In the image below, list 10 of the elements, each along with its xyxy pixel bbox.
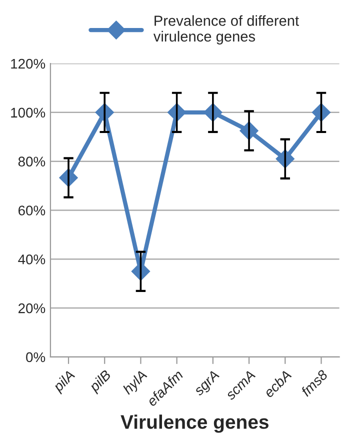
y-tick-label: 0% bbox=[26, 352, 46, 362]
legend-label: Prevalence of different virulence genes bbox=[153, 15, 299, 45]
y-tick-label: 40% bbox=[18, 254, 46, 264]
x-tick-label: pilA bbox=[52, 369, 78, 395]
y-tick-label: 20% bbox=[18, 303, 46, 314]
x-axis-title: Virulence genes bbox=[120, 414, 268, 433]
y-tick-label: 60% bbox=[18, 206, 46, 216]
y-tick-label: 100% bbox=[11, 108, 46, 118]
y-tick-label: 120% bbox=[11, 58, 46, 69]
y-tick-label: 80% bbox=[18, 156, 46, 166]
